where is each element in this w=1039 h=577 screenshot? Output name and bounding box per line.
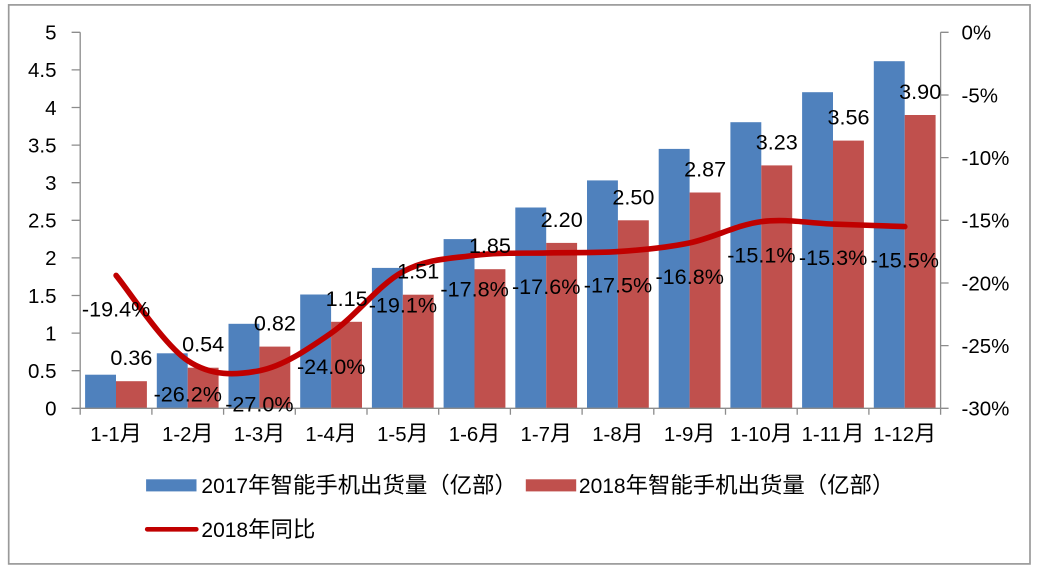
svg-text:1-10: 1-10 xyxy=(730,424,771,446)
svg-text:-15%: -15% xyxy=(962,210,1010,233)
svg-text:2018: 2018 xyxy=(201,519,248,542)
svg-text:1-9: 1-9 xyxy=(664,424,693,446)
svg-text:-25%: -25% xyxy=(962,335,1010,358)
svg-text:2018: 2018 xyxy=(579,475,626,498)
svg-text:-5%: -5% xyxy=(962,84,998,107)
svg-text:-17.8%: -17.8% xyxy=(440,276,508,301)
svg-text:1.5: 1.5 xyxy=(28,285,57,308)
svg-text:1-4: 1-4 xyxy=(305,424,334,446)
svg-text:-17.5%: -17.5% xyxy=(584,273,652,298)
svg-text:-15.1%: -15.1% xyxy=(727,243,795,268)
svg-text:1.15: 1.15 xyxy=(326,286,368,311)
svg-text:1.85: 1.85 xyxy=(469,233,511,258)
svg-text:2.50: 2.50 xyxy=(612,184,654,209)
svg-text:-30%: -30% xyxy=(962,398,1010,421)
svg-text:3.5: 3.5 xyxy=(28,134,57,157)
svg-text:-24.0%: -24.0% xyxy=(297,354,365,379)
svg-text:1.51: 1.51 xyxy=(397,259,439,284)
svg-text:1-6: 1-6 xyxy=(449,424,478,446)
svg-text:0.82: 0.82 xyxy=(254,311,296,336)
svg-text:1-8: 1-8 xyxy=(592,424,621,446)
svg-text:-10%: -10% xyxy=(962,147,1010,170)
svg-text:-20%: -20% xyxy=(962,272,1010,295)
svg-text:1: 1 xyxy=(45,322,56,345)
svg-text:-27.0%: -27.0% xyxy=(225,392,293,417)
svg-text:3.90: 3.90 xyxy=(899,79,941,104)
svg-text:4.5: 4.5 xyxy=(28,59,57,82)
svg-text:0.54: 0.54 xyxy=(182,332,224,357)
svg-text:2: 2 xyxy=(45,247,56,270)
svg-text:1-7: 1-7 xyxy=(521,424,550,446)
svg-text:1-11: 1-11 xyxy=(802,424,841,446)
svg-text:-26.2%: -26.2% xyxy=(154,382,222,407)
svg-text:2.87: 2.87 xyxy=(684,157,726,182)
svg-text:-17.6%: -17.6% xyxy=(512,274,580,299)
svg-text:1-3: 1-3 xyxy=(234,424,263,446)
svg-text:4: 4 xyxy=(45,97,56,120)
svg-text:2.20: 2.20 xyxy=(541,207,583,232)
svg-text:-16.8%: -16.8% xyxy=(655,264,723,289)
svg-text:-15.3%: -15.3% xyxy=(799,245,867,270)
svg-text:2017: 2017 xyxy=(201,475,248,498)
svg-text:3.56: 3.56 xyxy=(827,105,869,130)
svg-text:0%: 0% xyxy=(962,22,992,45)
svg-text:-19.4%: -19.4% xyxy=(82,296,150,321)
svg-text:5: 5 xyxy=(45,22,56,45)
svg-text:3: 3 xyxy=(45,172,56,195)
svg-text:0.5: 0.5 xyxy=(28,360,57,383)
svg-text:2.5: 2.5 xyxy=(28,210,57,233)
svg-text:1-1: 1-1 xyxy=(90,424,119,446)
svg-text:0: 0 xyxy=(45,398,56,421)
svg-text:1-12: 1-12 xyxy=(873,424,914,446)
svg-text:0.36: 0.36 xyxy=(110,345,152,370)
svg-text:3.23: 3.23 xyxy=(756,129,798,154)
svg-text:1-2: 1-2 xyxy=(162,424,191,446)
svg-text:1-5: 1-5 xyxy=(377,424,406,446)
svg-text:-19.1%: -19.1% xyxy=(369,293,437,318)
svg-text:-15.5%: -15.5% xyxy=(871,248,939,273)
